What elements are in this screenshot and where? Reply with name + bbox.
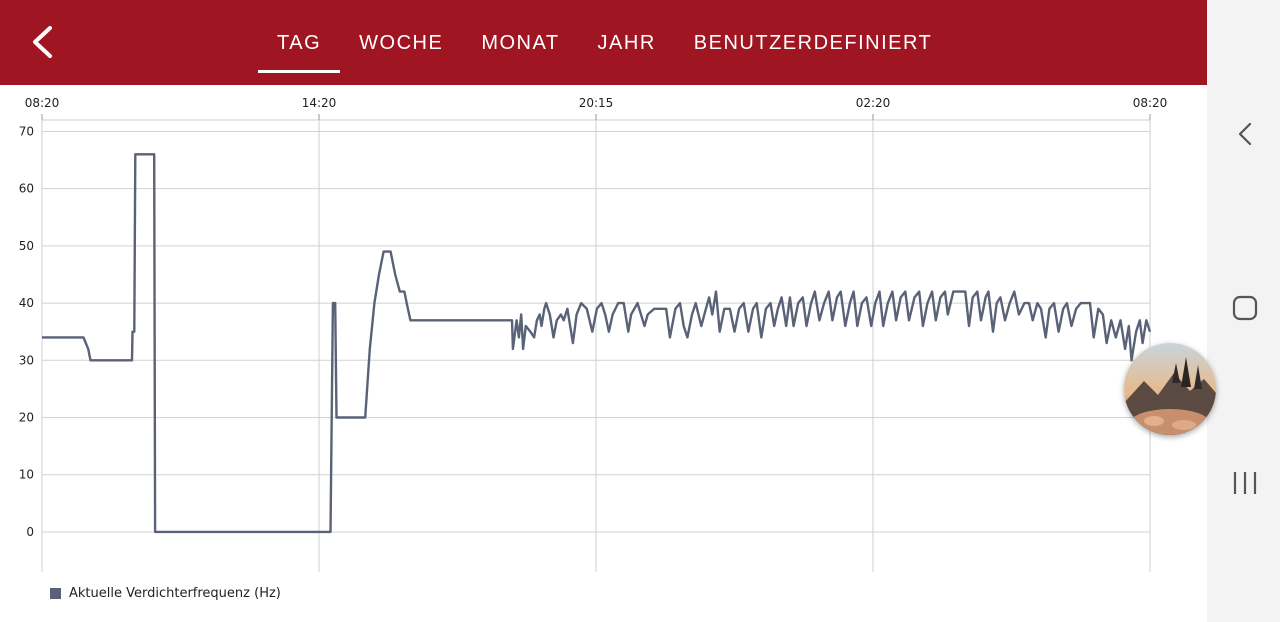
y-tick-label: 70 bbox=[19, 124, 34, 138]
x-tick-label: 08:20 bbox=[1133, 96, 1168, 110]
home-square-icon bbox=[1232, 295, 1258, 321]
y-tick-label: 0 bbox=[26, 525, 34, 539]
period-tabs: TAG WOCHE MONAT JAHR BENUTZERDEFINIERT bbox=[258, 0, 951, 85]
y-tick-label: 50 bbox=[19, 239, 34, 253]
tab-tag[interactable]: TAG bbox=[258, 0, 341, 85]
chevron-left-icon bbox=[1238, 122, 1252, 146]
series-line bbox=[42, 153, 1152, 534]
frequency-line-chart: 0 10 20 30 40 50 60 70 08:20 14:20 20:15 02:20 08:20 bbox=[19, 96, 1168, 572]
legend-label: Aktuelle Verdichterfrequenz (Hz) bbox=[69, 586, 281, 601]
y-tick-label: 10 bbox=[19, 468, 34, 482]
recents-icon bbox=[1233, 472, 1257, 494]
back-button[interactable] bbox=[22, 20, 66, 64]
tab-jahr[interactable]: JAHR bbox=[597, 32, 656, 54]
legend-swatch bbox=[50, 588, 61, 599]
system-navigation-bar bbox=[1207, 0, 1280, 622]
x-tick-label: 20:15 bbox=[579, 96, 614, 110]
chat-head-avatar-icon bbox=[1124, 343, 1216, 435]
y-tick-label: 60 bbox=[19, 182, 34, 196]
tab-woche[interactable]: WOCHE bbox=[359, 32, 444, 54]
y-tick-label: 20 bbox=[19, 411, 34, 425]
x-tick-label: 02:20 bbox=[856, 96, 891, 110]
chart-legend: Aktuelle Verdichterfrequenz (Hz) bbox=[50, 586, 281, 601]
chevron-left-icon bbox=[33, 26, 52, 58]
nav-back-button[interactable] bbox=[1225, 114, 1265, 154]
x-tick-label: 14:20 bbox=[302, 96, 337, 110]
tab-monat[interactable]: MONAT bbox=[481, 32, 560, 54]
y-tick-label: 30 bbox=[19, 353, 34, 367]
x-tick-label: 08:20 bbox=[25, 96, 60, 110]
tab-benutzerdefiniert[interactable]: BENUTZERDEFINIERT bbox=[693, 32, 933, 54]
app-screen: TAG WOCHE MONAT JAHR BENUTZERDEFINIERT 0… bbox=[0, 0, 1207, 601]
nav-recents-button[interactable] bbox=[1225, 463, 1265, 503]
top-app-bar: TAG WOCHE MONAT JAHR BENUTZERDEFINIERT bbox=[0, 0, 1207, 85]
chat-head-bubble[interactable] bbox=[1124, 343, 1216, 435]
y-tick-label: 40 bbox=[19, 296, 34, 310]
nav-home-button[interactable] bbox=[1225, 288, 1265, 328]
